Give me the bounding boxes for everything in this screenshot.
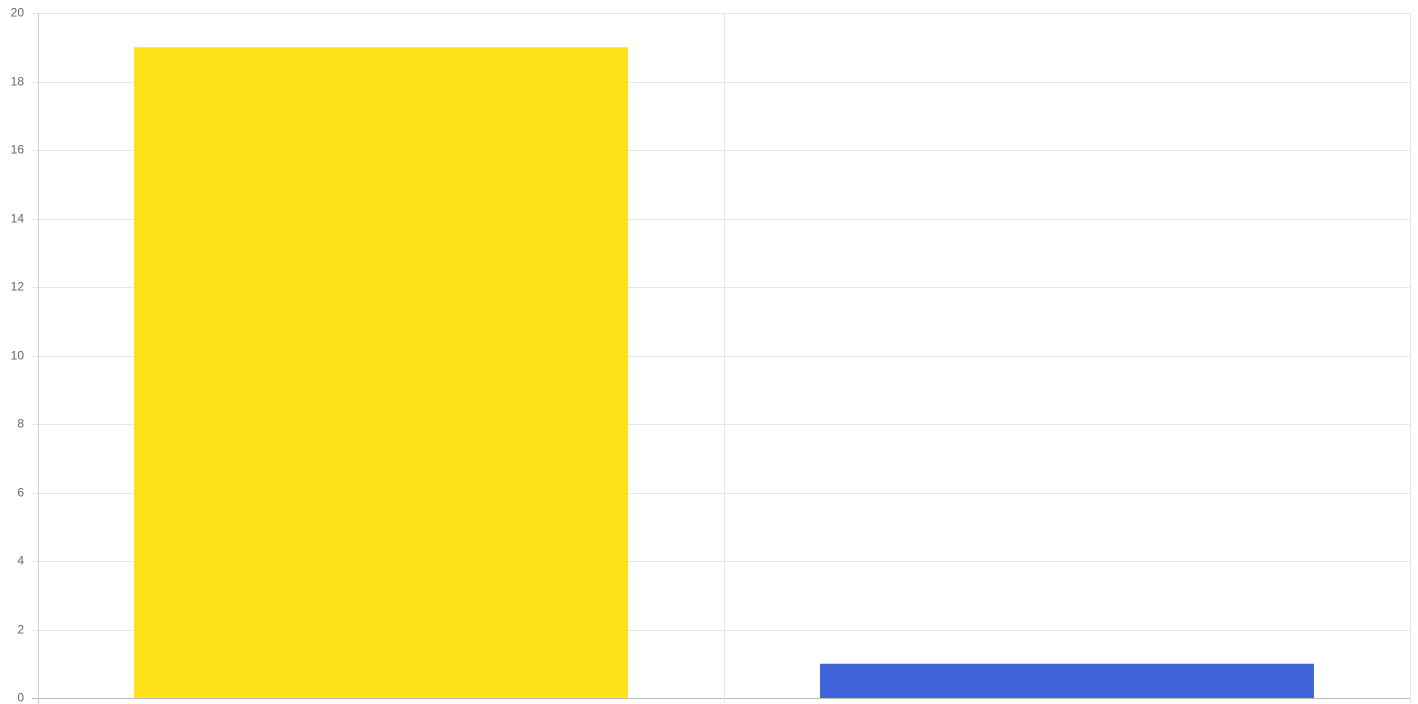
y-tick-label: 10: [11, 349, 25, 363]
y-tick-label: 6: [17, 486, 24, 500]
y-tick-label: 16: [11, 143, 25, 157]
y-tick-label: 4: [17, 554, 24, 568]
bar[interactable]: [134, 47, 628, 698]
y-tick-label: 12: [11, 280, 25, 294]
y-axis-ticks: 0 2 4 6 8 10 12 14 16 18 20: [11, 6, 25, 704]
y-tick-label: 8: [17, 417, 24, 431]
y-tick-label: 18: [11, 75, 25, 89]
axes: [38, 13, 1411, 704]
bar[interactable]: [820, 663, 1314, 698]
y-tick-label: 14: [11, 212, 25, 226]
y-tick-label: 20: [11, 6, 25, 20]
bars: [134, 47, 1314, 698]
y-tick-label: 0: [17, 691, 24, 704]
y-tick-label: 2: [17, 623, 24, 637]
